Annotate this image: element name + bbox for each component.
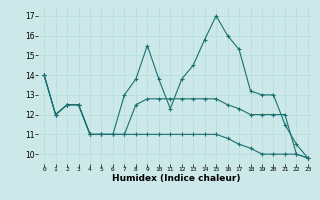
X-axis label: Humidex (Indice chaleur): Humidex (Indice chaleur) (112, 174, 240, 183)
